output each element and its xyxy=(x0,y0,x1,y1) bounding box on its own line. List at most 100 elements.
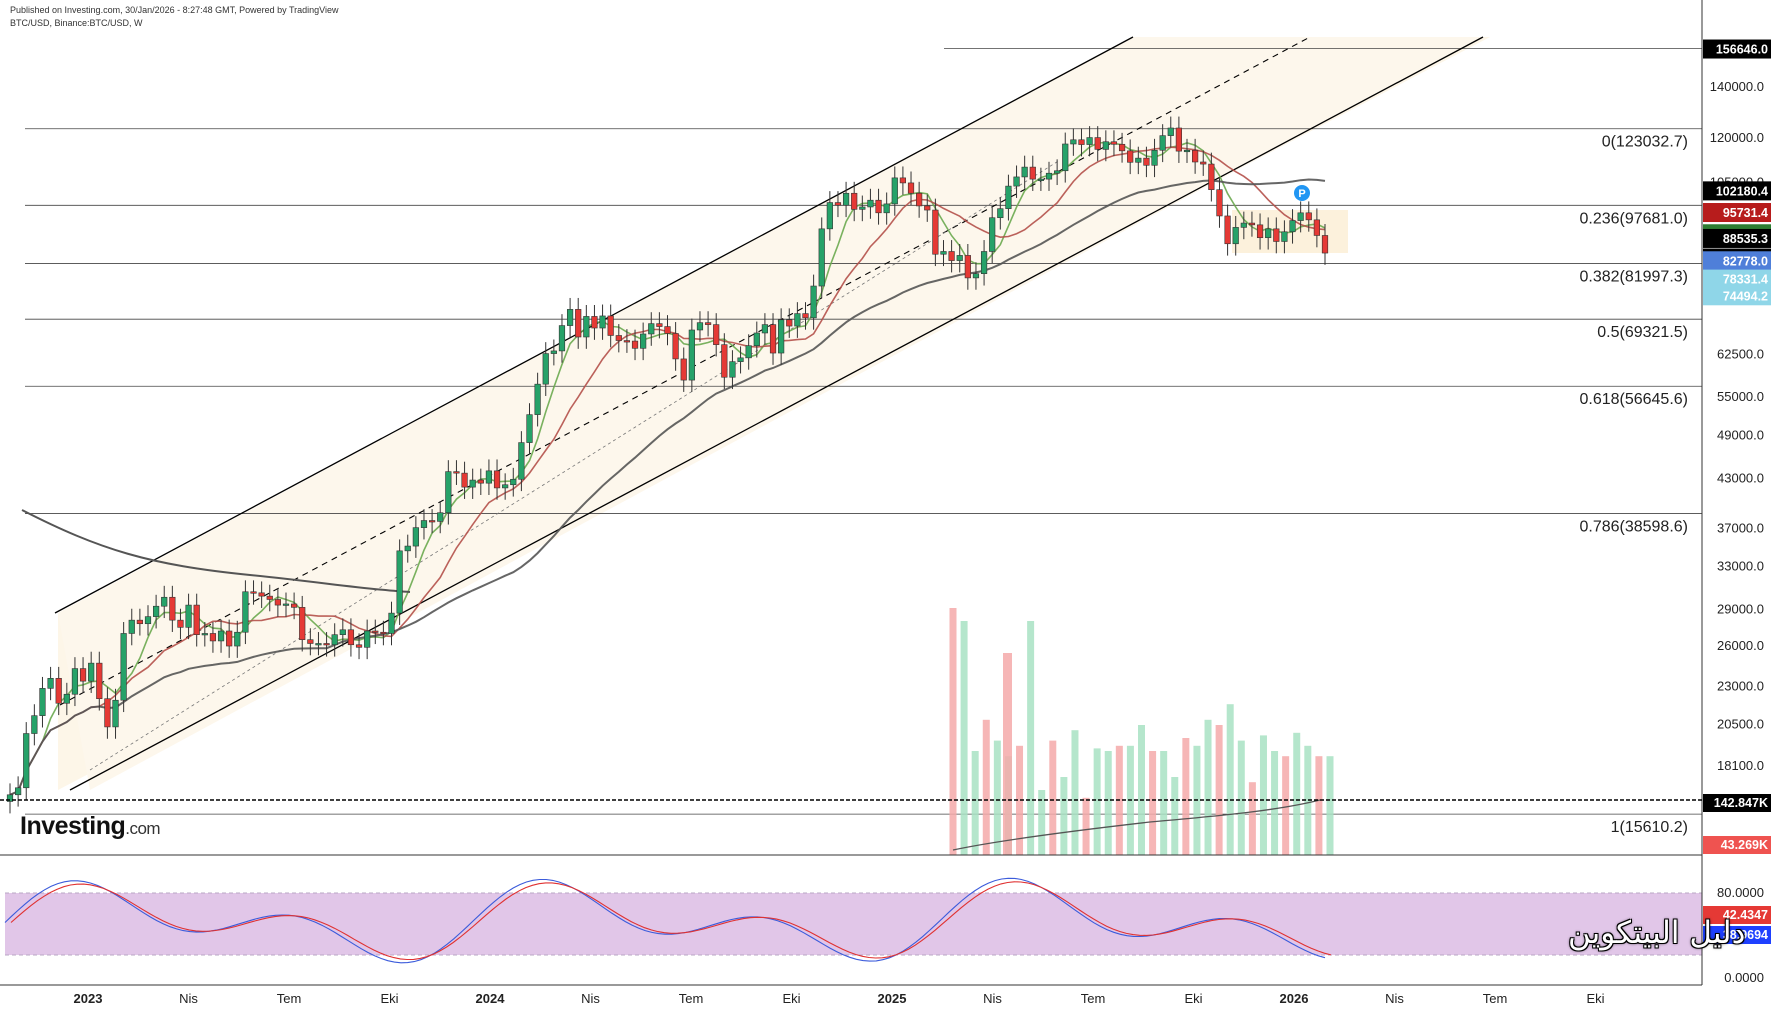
candle-body xyxy=(1054,170,1061,174)
stoch-tick: 80.0000 xyxy=(1717,885,1764,900)
candle-body xyxy=(818,228,825,287)
candle-body xyxy=(226,630,233,647)
volume-bar xyxy=(1160,751,1168,855)
volume-bar xyxy=(1204,719,1212,855)
candle-body xyxy=(948,251,955,261)
channel-lower-line xyxy=(69,36,1484,791)
candle-body xyxy=(428,520,436,523)
volume-bar xyxy=(1237,740,1245,855)
candle-body xyxy=(6,794,14,802)
volume-bars xyxy=(949,608,1334,855)
price-tag-label: 74494.2 xyxy=(1723,289,1768,303)
candle-body xyxy=(940,251,947,255)
candle-body xyxy=(1289,220,1296,233)
candle-body xyxy=(485,470,493,484)
candle-body xyxy=(396,550,403,614)
stoch-band xyxy=(5,893,1702,955)
candle-body xyxy=(794,313,801,327)
time-tick: Nis xyxy=(581,991,600,1006)
candle-body xyxy=(364,630,371,648)
candle-body xyxy=(859,206,866,210)
candle-body xyxy=(842,192,850,206)
candle-body xyxy=(453,471,460,474)
volume-bar xyxy=(1038,790,1046,855)
candle-body xyxy=(380,631,387,635)
candle-body xyxy=(201,633,208,636)
candle-body xyxy=(688,329,695,381)
p-marker-icon[interactable] xyxy=(1294,185,1310,201)
volume-bar xyxy=(1171,777,1179,855)
candle-body xyxy=(802,313,809,319)
price-tag-label: 95731.4 xyxy=(1723,206,1768,220)
candle-body xyxy=(274,599,281,606)
volume-tag-box xyxy=(1703,836,1771,854)
volume-tag: 43.269K xyxy=(1721,838,1768,852)
candle-body xyxy=(331,634,338,646)
candle-body xyxy=(1127,150,1134,163)
price-tick: 55000.0 xyxy=(1717,389,1764,404)
volume-bar xyxy=(1304,745,1312,855)
candle-body xyxy=(899,177,907,184)
candle-body xyxy=(104,698,111,728)
candle-body xyxy=(916,192,923,207)
price-tick: 62500.0 xyxy=(1717,347,1764,362)
candle-body xyxy=(88,662,95,682)
candle-body xyxy=(575,309,582,338)
candle-body xyxy=(217,630,225,642)
candle-body xyxy=(112,699,119,728)
price-tag-label: 82778.0 xyxy=(1723,254,1768,268)
candle-body xyxy=(169,596,176,621)
time-tick: 2023 xyxy=(74,991,103,1006)
publish-info: Published on Investing.com, 30/Jan/2026 … xyxy=(10,5,339,15)
candle-body xyxy=(1005,185,1012,209)
price-tick: 140000.0 xyxy=(1710,79,1764,94)
candle-body xyxy=(1175,127,1182,152)
p-marker-label: P xyxy=(1298,188,1305,200)
volume-bar xyxy=(1138,725,1145,855)
candle-body xyxy=(120,633,127,701)
price-tags: 156646.0102180.495731.489795.488535.3834… xyxy=(1703,39,1771,944)
logo-suffix: .com xyxy=(125,819,161,838)
candle-body xyxy=(234,631,241,647)
volume-bar xyxy=(1060,777,1068,855)
candle-body xyxy=(502,484,509,489)
price-tag-box xyxy=(1703,251,1771,271)
candle-body xyxy=(23,733,30,789)
candle-body xyxy=(1232,227,1239,245)
price-tick: 26000.0 xyxy=(1717,638,1764,653)
candle-body xyxy=(1305,212,1312,221)
volume-bar-spike xyxy=(1003,653,1012,855)
candle-body xyxy=(299,607,306,640)
candle-body xyxy=(1313,219,1320,236)
candle-body xyxy=(477,479,484,484)
candle-body xyxy=(1297,212,1304,221)
volume-bar xyxy=(1326,756,1334,855)
channel-fill-lower xyxy=(58,37,1483,790)
volume-bar xyxy=(1071,730,1079,855)
candle-body xyxy=(1013,176,1020,187)
volume-ma-tag-box xyxy=(1703,794,1771,812)
candle-body xyxy=(713,324,720,345)
price-tag-box xyxy=(1703,39,1771,59)
price-tag-label: 88535.3 xyxy=(1723,232,1768,246)
candle-body xyxy=(1216,189,1223,217)
candle-body xyxy=(648,323,655,335)
fib-label-0: 0(123032.7) xyxy=(1602,134,1688,151)
candle-body xyxy=(867,199,874,208)
candle-body xyxy=(1281,231,1288,242)
candle-body xyxy=(161,596,168,607)
volume-bar xyxy=(1027,621,1035,855)
time-tick: Tem xyxy=(679,991,704,1006)
candle-body xyxy=(769,324,777,354)
candle-body xyxy=(891,177,898,205)
fib-label-0.618: 0.618(56645.6) xyxy=(1579,391,1688,408)
volume-bar xyxy=(1215,725,1223,855)
candle-body xyxy=(307,639,314,644)
candle-body xyxy=(1273,228,1280,242)
volume-bar xyxy=(982,719,990,855)
fib-label-0.382: 0.382(81997.3) xyxy=(1579,268,1688,285)
time-tick: Nis xyxy=(179,991,198,1006)
candle-body xyxy=(1143,157,1150,166)
price-tick: 49000.0 xyxy=(1717,427,1764,442)
